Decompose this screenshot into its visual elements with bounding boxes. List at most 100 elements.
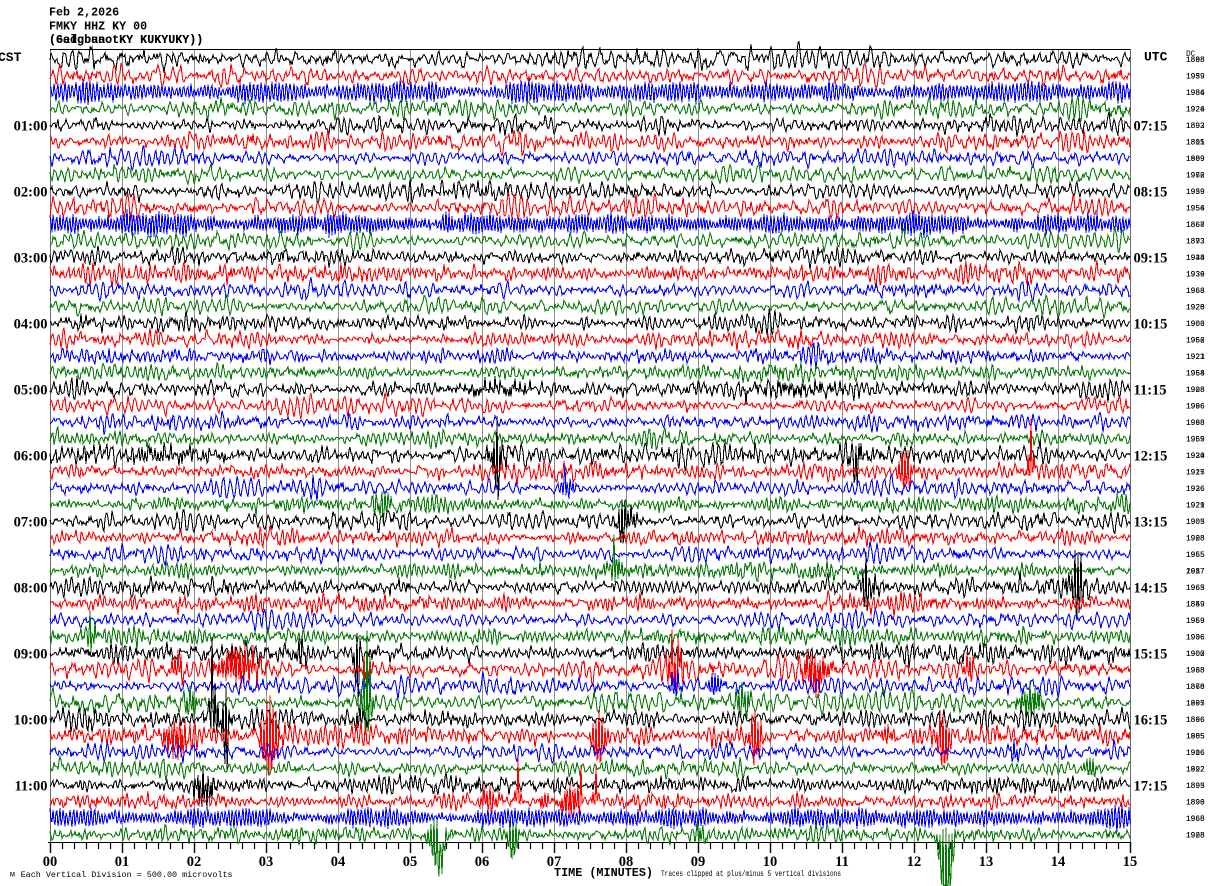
svg-text:1893: 1893 <box>1186 783 1205 791</box>
svg-text:2017: 2017 <box>1186 569 1205 577</box>
svg-text:15:15: 15:15 <box>1134 646 1168 662</box>
svg-text:1921: 1921 <box>1186 503 1205 511</box>
svg-text:09: 09 <box>691 854 706 870</box>
svg-text:10:15: 10:15 <box>1134 316 1168 332</box>
svg-text:05:00: 05:00 <box>14 382 48 398</box>
svg-text:1965: 1965 <box>1186 437 1205 445</box>
svg-text:1930: 1930 <box>1186 453 1205 461</box>
svg-text:1998: 1998 <box>1186 420 1205 428</box>
svg-text:(6edgbunotKY KUKYUKY)): (6edgbunotKY KUKYUKY)) <box>49 33 203 47</box>
svg-text:01: 01 <box>115 854 130 870</box>
svg-text:08: 08 <box>619 854 634 870</box>
svg-text:1888: 1888 <box>1186 57 1205 65</box>
svg-text:1926: 1926 <box>1186 107 1205 115</box>
svg-text:1892: 1892 <box>1186 767 1205 775</box>
svg-text:1965: 1965 <box>1186 552 1205 560</box>
svg-text:16:15: 16:15 <box>1134 712 1168 728</box>
svg-text:1889: 1889 <box>1186 156 1205 164</box>
svg-text:06: 06 <box>475 854 490 870</box>
svg-text:1873: 1873 <box>1186 239 1205 247</box>
svg-text:1939: 1939 <box>1186 74 1205 82</box>
svg-text:1964: 1964 <box>1186 371 1205 379</box>
svg-text:1870: 1870 <box>1186 684 1205 692</box>
svg-text:1966: 1966 <box>1186 173 1205 181</box>
svg-text:1968: 1968 <box>1186 816 1205 824</box>
svg-text:1906: 1906 <box>1186 750 1205 758</box>
svg-text:1895: 1895 <box>1186 783 1205 791</box>
svg-text:03:00: 03:00 <box>14 250 48 266</box>
svg-text:(GalgbaaotKY KUKYUKY)): (GalgbaaotKY KUKYUKY)) <box>49 33 203 47</box>
svg-text:11: 11 <box>835 854 849 870</box>
svg-text:1922: 1922 <box>1186 767 1205 775</box>
svg-text:1811: 1811 <box>1186 140 1205 148</box>
svg-text:1963: 1963 <box>1186 585 1205 593</box>
svg-text:1987: 1987 <box>1186 569 1205 577</box>
svg-text:1928: 1928 <box>1186 305 1205 313</box>
svg-text:1986: 1986 <box>1186 90 1205 98</box>
svg-text:1898: 1898 <box>1186 57 1205 65</box>
svg-text:1920: 1920 <box>1186 305 1205 313</box>
svg-text:12: 12 <box>907 854 922 870</box>
svg-text:00: 00 <box>43 854 58 870</box>
svg-text:1866: 1866 <box>1186 717 1205 725</box>
svg-text:Traces clipped at plus/minus 5: Traces clipped at plus/minus 5 vertical … <box>661 869 841 879</box>
svg-text:14:15: 14:15 <box>1134 580 1168 596</box>
svg-text:1906: 1906 <box>1186 635 1205 643</box>
svg-text:1859: 1859 <box>1186 602 1205 610</box>
svg-text:1929: 1929 <box>1186 503 1205 511</box>
svg-text:1984: 1984 <box>1186 90 1205 98</box>
svg-text:1902: 1902 <box>1186 651 1205 659</box>
svg-text:1849: 1849 <box>1186 602 1205 610</box>
svg-text:1944: 1944 <box>1186 255 1205 263</box>
svg-text:1966: 1966 <box>1186 288 1205 296</box>
svg-text:1968: 1968 <box>1186 668 1205 676</box>
svg-text:10: 10 <box>763 854 778 870</box>
svg-text:1923: 1923 <box>1186 354 1205 362</box>
svg-text:1892: 1892 <box>1186 123 1205 131</box>
svg-text:1954: 1954 <box>1186 206 1205 214</box>
svg-text:DC: DC <box>1186 51 1196 59</box>
svg-text:1896: 1896 <box>1186 800 1205 808</box>
svg-text:1959: 1959 <box>1186 437 1205 445</box>
svg-text:1962: 1962 <box>1186 338 1205 346</box>
svg-text:07: 07 <box>547 854 562 870</box>
svg-text:1924: 1924 <box>1186 107 1205 115</box>
svg-text:1972: 1972 <box>1186 173 1205 181</box>
svg-text:1867: 1867 <box>1186 222 1205 230</box>
svg-text:1939: 1939 <box>1186 272 1205 280</box>
svg-text:1958: 1958 <box>1186 371 1205 379</box>
svg-text:08:15: 08:15 <box>1134 184 1168 200</box>
svg-text:1906: 1906 <box>1186 321 1205 329</box>
svg-text:Each Vertical Division = 500.: Each Vertical Division = 500.00 microvol… <box>21 870 233 880</box>
svg-text:1805: 1805 <box>1186 140 1205 148</box>
svg-text:07:15: 07:15 <box>1134 118 1168 134</box>
svg-text:14: 14 <box>1051 854 1066 870</box>
svg-text:1928: 1928 <box>1186 387 1205 395</box>
svg-text:08:00: 08:00 <box>14 580 48 596</box>
svg-text:1905: 1905 <box>1186 701 1205 709</box>
svg-text:1900: 1900 <box>1186 651 1205 659</box>
svg-text:1916: 1916 <box>1186 750 1205 758</box>
svg-text:11:15: 11:15 <box>1134 382 1167 398</box>
svg-text:1908: 1908 <box>1186 387 1205 395</box>
svg-text:06:00: 06:00 <box>14 448 48 464</box>
svg-text:11:00: 11:00 <box>14 778 47 794</box>
svg-text:1936: 1936 <box>1186 272 1205 280</box>
svg-text:1928: 1928 <box>1186 833 1205 841</box>
svg-text:07:00: 07:00 <box>14 514 48 530</box>
svg-text:13: 13 <box>979 854 994 870</box>
svg-text:FMKY HHZ KY 00: FMKY HHZ KY 00 <box>49 19 147 33</box>
svg-text:1896: 1896 <box>1186 717 1205 725</box>
svg-text:1965: 1965 <box>1186 585 1205 593</box>
svg-text:09:00: 09:00 <box>14 646 48 662</box>
svg-text:13:15: 13:15 <box>1134 514 1168 530</box>
svg-text:1936: 1936 <box>1186 635 1205 643</box>
svg-text:1965: 1965 <box>1186 816 1205 824</box>
svg-text:1903: 1903 <box>1186 321 1205 329</box>
svg-text:1905: 1905 <box>1186 519 1205 527</box>
svg-text:1905: 1905 <box>1186 734 1205 742</box>
svg-text:04: 04 <box>331 854 346 870</box>
svg-text:1903: 1903 <box>1186 519 1205 527</box>
svg-text:1925: 1925 <box>1186 470 1205 478</box>
svg-text:1996: 1996 <box>1186 404 1205 412</box>
